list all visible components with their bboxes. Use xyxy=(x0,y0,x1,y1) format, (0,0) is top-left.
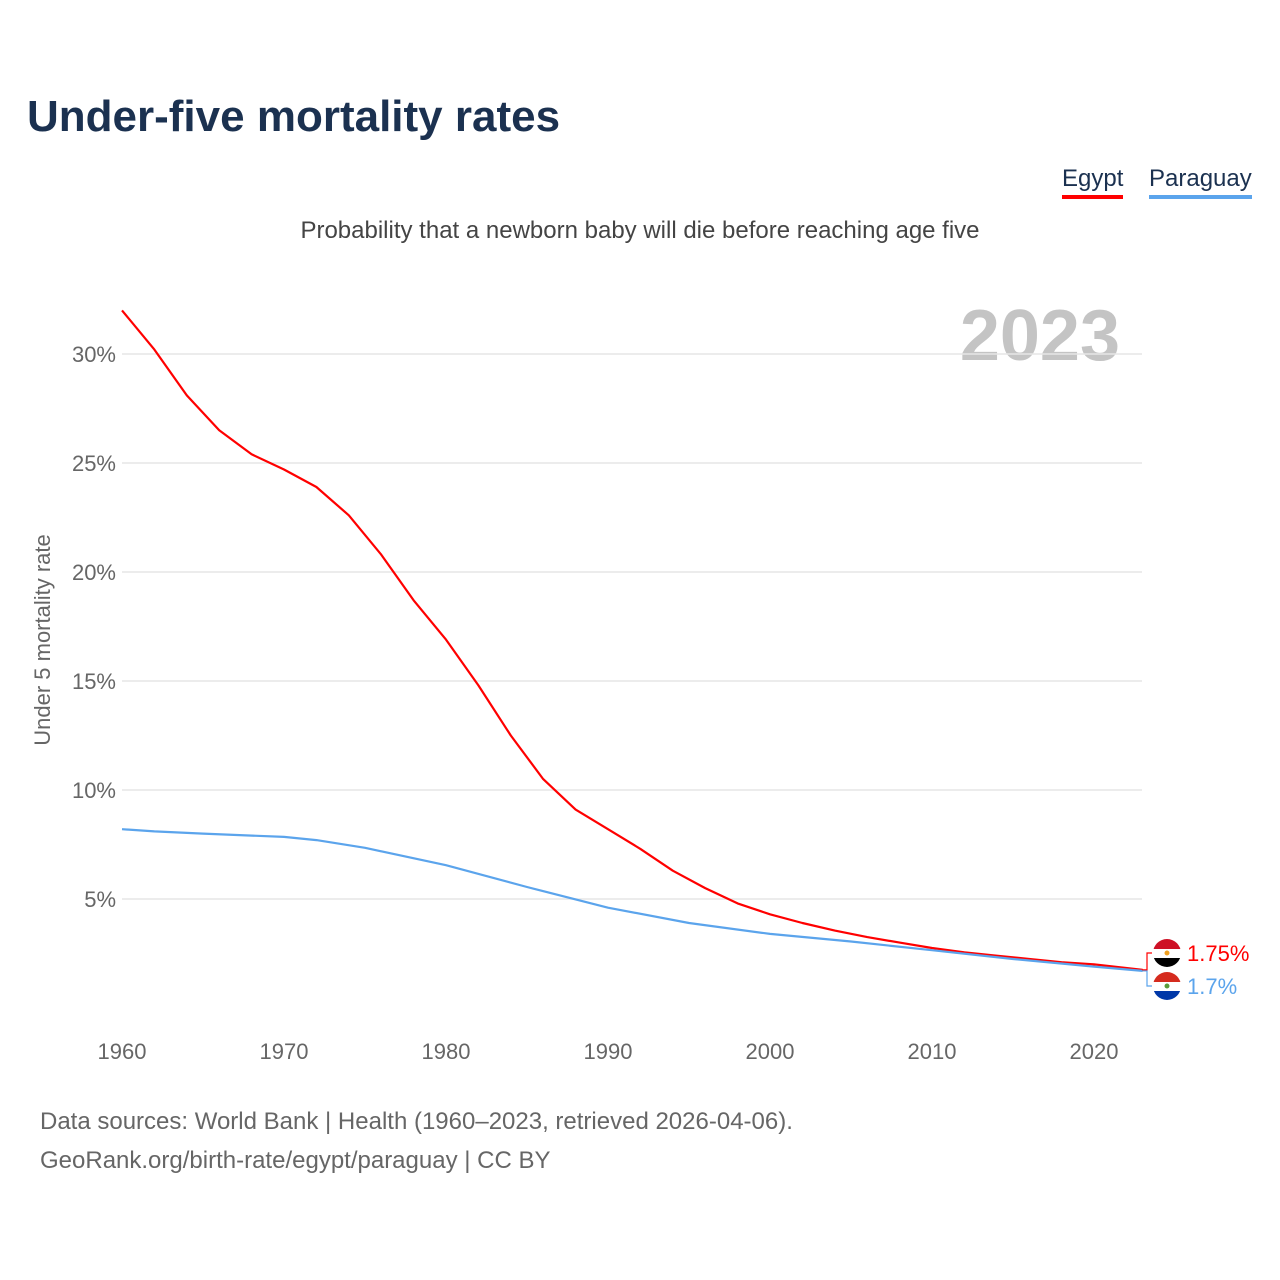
page-title: Under-five mortality rates xyxy=(27,92,561,141)
x-tick-label: 2020 xyxy=(1070,1039,1119,1064)
y-axis-label: Under 5 mortality rate xyxy=(30,534,55,746)
flag-paraguay-icon xyxy=(1153,972,1181,1000)
x-tick-label: 1980 xyxy=(422,1039,471,1064)
series-line-egypt xyxy=(121,309,1143,971)
x-tick-label: 2010 xyxy=(908,1039,957,1064)
y-tick-label: 15% xyxy=(72,669,116,694)
flag-egypt-icon xyxy=(1153,939,1181,967)
end-value-egypt: 1.75% xyxy=(1187,941,1249,966)
chart-subtitle: Probability that a newborn baby will die… xyxy=(300,217,980,244)
data-sources: Data sources: World Bank | Health (1960–… xyxy=(40,1108,793,1135)
y-tick-label: 30% xyxy=(72,342,116,367)
x-tick-label: 1960 xyxy=(98,1039,147,1064)
x-tick-label: 1990 xyxy=(584,1039,633,1064)
y-tick-label: 10% xyxy=(72,778,116,803)
end-value-paraguay: 1.7% xyxy=(1187,974,1237,999)
y-tick-label: 25% xyxy=(72,451,116,476)
connector-egypt xyxy=(1142,952,1152,971)
y-tick-label: 5% xyxy=(84,887,116,912)
series-line-paraguay xyxy=(121,828,1143,972)
connector-paraguay xyxy=(1142,970,1152,987)
legend-paraguay[interactable]: Paraguay xyxy=(1149,165,1252,199)
year-label: 2023 xyxy=(960,296,1120,376)
source-link[interactable]: GeoRank.org/birth-rate/egypt/paraguay | … xyxy=(40,1147,551,1174)
x-tick-label: 1970 xyxy=(260,1039,309,1064)
y-tick-label: 20% xyxy=(72,560,116,585)
x-tick-label: 2000 xyxy=(746,1039,795,1064)
legend-egypt[interactable]: Egypt xyxy=(1062,165,1124,199)
